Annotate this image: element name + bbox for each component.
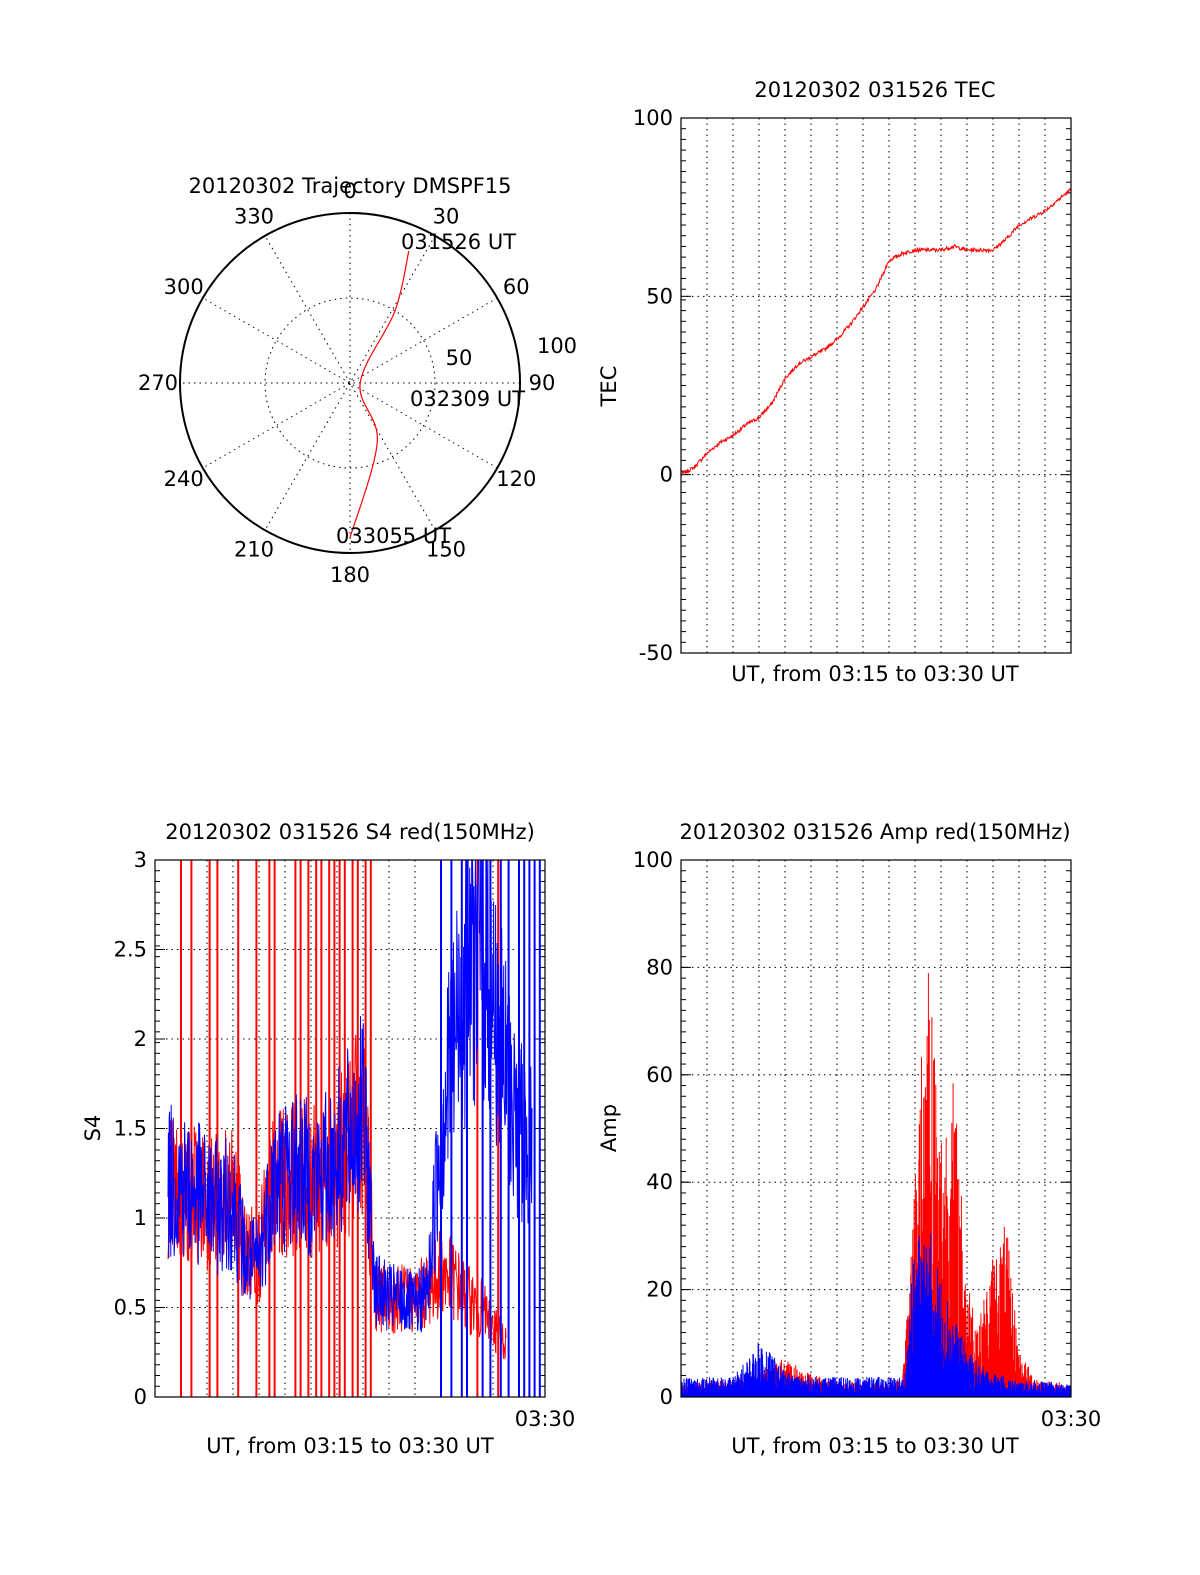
y-tick-label: 2.5 (114, 938, 147, 962)
s4-plot-frame (154, 859, 546, 1398)
s4-y-ticks: 3 2.5 2 1.5 1 0.5 0 (114, 848, 545, 1409)
tec-grid (681, 118, 1071, 653)
azimuth-tick: 30 (433, 205, 460, 229)
y-tick-label: 0 (134, 1385, 147, 1409)
y-tick-label: 80 (646, 955, 673, 979)
trajectory-title: 20120302 Trajectory DMSPF15 (188, 174, 511, 198)
y-tick-label: -50 (639, 641, 673, 665)
amp-y-label: Amp (597, 1104, 621, 1152)
y-tick-label: 1.5 (114, 1117, 147, 1141)
trajectory-start-label: 031526 UT (401, 230, 516, 254)
trajectory-line (349, 250, 410, 538)
y-tick-label: 20 (646, 1278, 673, 1302)
amp-series (680, 973, 1072, 1397)
tec-title: 20120302 031526 TEC (754, 78, 995, 102)
y-tick-label: 0 (660, 463, 673, 487)
tec-x-label: UT, from 03:15 to 03:30 UT (731, 662, 1019, 686)
tec-plot-frame (680, 117, 1072, 654)
TEC-series-line (680, 187, 1072, 477)
y-tick-label: 50 (646, 284, 673, 308)
amp-x-tick-end: 03:30 (1041, 1407, 1102, 1431)
y-tick-label: 0 (660, 1385, 673, 1409)
azimuth-tick: 150 (426, 537, 466, 561)
azimuth-tick: 210 (234, 537, 274, 561)
azimuth-tick: 0 (343, 179, 356, 203)
y-tick-label: 100 (633, 848, 673, 872)
y-tick-label: 2 (134, 1027, 147, 1051)
y-tick-label: 40 (646, 1170, 673, 1194)
radial-tick-100: 100 (537, 334, 577, 358)
azimuth-tick: 330 (234, 205, 274, 229)
tec-y-ticks: 100 50 0 -50 (633, 106, 1071, 665)
tec-y-label: TEC (597, 366, 621, 408)
trajectory-polar-plot: 20120302 Trajectory DMSPF15 0 30 60 90 120 15… (138, 174, 577, 587)
y-tick-label: 1 (134, 1206, 147, 1230)
s4-panel: 20120302 031526 S4 red(150MHz) 3 2.5 2 1.5 1… (81, 820, 575, 1458)
amp-panel: 20120302 031526 Amp red(150MHz) 100 80 60 4… (597, 820, 1101, 1458)
s4-x-tick-end: 03:30 (515, 1407, 576, 1431)
y-tick-label: 60 (646, 1063, 673, 1087)
azimuth-tick: 60 (503, 275, 530, 299)
tec-series (680, 187, 1072, 477)
y-tick-label: 0.5 (114, 1296, 147, 1320)
tec-panel: 20120302 031526 TEC 100 50 0 -50 UT, from 0… (597, 78, 1072, 686)
radial-tick-50: 50 (446, 346, 473, 370)
amp-plot-frame (680, 859, 1072, 1398)
amp-y-ticks: 100 80 60 40 20 0 (633, 848, 1071, 1409)
y-tick-label: 3 (134, 848, 147, 872)
azimuth-tick: 120 (496, 467, 536, 491)
s4-series (167, 859, 541, 1397)
azimuth-tick: 240 (164, 467, 204, 491)
trajectory-end-label: 033055 UT (336, 524, 451, 548)
s4-title: 20120302 031526 S4 red(150MHz) (165, 820, 535, 844)
s4-y-label: S4 (81, 1115, 105, 1142)
polar-inner-ring (264, 297, 436, 469)
amp-x-label: UT, from 03:15 to 03:30 UT (731, 1434, 1019, 1458)
red-series-line (680, 973, 1072, 1397)
amp-title: 20120302 031526 Amp red(150MHz) (679, 820, 1070, 844)
azimuth-tick: 180 (330, 563, 370, 587)
azimuth-tick: 300 (164, 275, 204, 299)
trajectory-mid-label: 032309 UT (410, 387, 525, 411)
polar-azimuth-ticks: 0 30 60 90 120 150 180 210 240 270 300 330 (138, 179, 555, 587)
blue-series-line (167, 859, 533, 1333)
azimuth-tick: 90 (529, 371, 556, 395)
polar-grid (179, 212, 521, 554)
azimuth-tick: 270 (138, 371, 178, 395)
y-tick-label: 100 (633, 106, 673, 130)
s4-x-label: UT, from 03:15 to 03:30 UT (206, 1434, 494, 1458)
